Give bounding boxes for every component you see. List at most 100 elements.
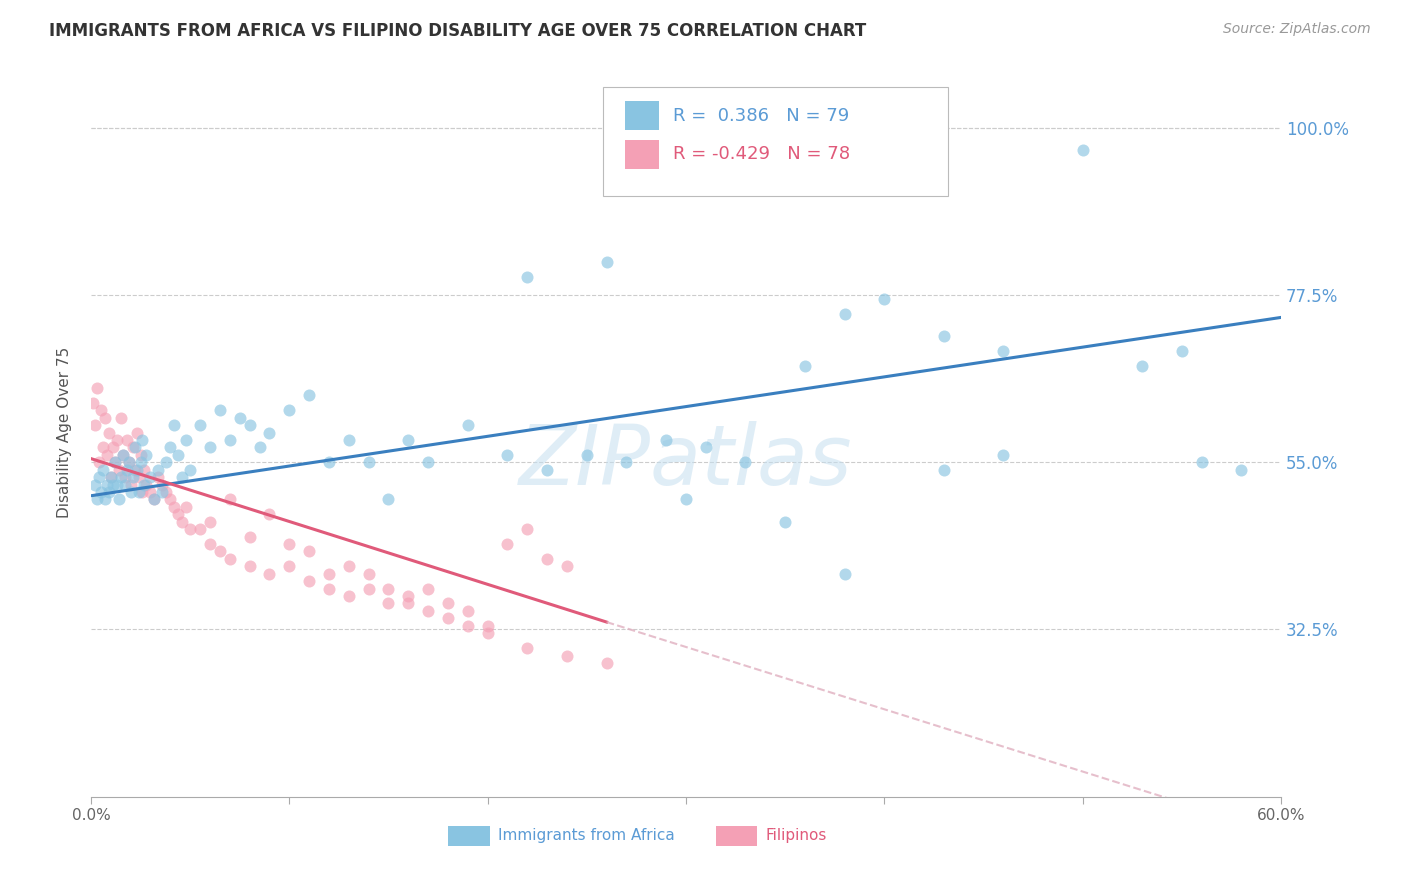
Point — [278, 403, 301, 417]
Text: R = -0.429   N = 78: R = -0.429 N = 78 — [673, 145, 851, 163]
Point — [150, 477, 173, 491]
Point — [932, 463, 955, 477]
Point — [94, 410, 117, 425]
Point — [82, 396, 104, 410]
FancyBboxPatch shape — [603, 87, 948, 196]
Point — [155, 455, 177, 469]
Point — [131, 433, 153, 447]
Point — [208, 544, 231, 558]
Point — [655, 433, 678, 447]
Point — [115, 463, 138, 477]
Point — [163, 418, 186, 433]
Text: Source: ZipAtlas.com: Source: ZipAtlas.com — [1223, 22, 1371, 37]
Point — [396, 597, 419, 611]
Point — [496, 448, 519, 462]
Point — [1071, 143, 1094, 157]
Point — [125, 463, 148, 477]
Point — [249, 441, 271, 455]
Point — [555, 559, 578, 574]
Point — [198, 441, 221, 455]
Point — [139, 470, 162, 484]
Point — [318, 566, 340, 581]
Point — [121, 470, 143, 484]
Point — [239, 530, 262, 544]
Point — [208, 403, 231, 417]
Point — [111, 448, 134, 462]
Point — [159, 441, 181, 455]
Point — [416, 455, 439, 469]
Point — [110, 470, 132, 484]
Point — [416, 582, 439, 596]
Point — [457, 418, 479, 433]
Point — [174, 500, 197, 514]
Point — [259, 566, 281, 581]
Point — [477, 619, 499, 633]
Point — [97, 485, 120, 500]
Point — [172, 470, 194, 484]
Text: ZIPatlas: ZIPatlas — [519, 421, 853, 502]
Point — [120, 477, 142, 491]
Point — [174, 433, 197, 447]
Point — [377, 597, 399, 611]
Point — [117, 455, 139, 469]
Point — [143, 492, 166, 507]
Point — [536, 463, 558, 477]
Point — [437, 611, 460, 625]
Point — [993, 343, 1015, 358]
Point — [239, 559, 262, 574]
Point — [198, 515, 221, 529]
Point — [128, 470, 150, 484]
Point — [575, 448, 598, 462]
Point — [131, 485, 153, 500]
Point — [107, 463, 129, 477]
Point — [125, 425, 148, 440]
Point — [105, 433, 128, 447]
Point — [298, 388, 321, 402]
Point — [239, 418, 262, 433]
Point — [100, 470, 122, 484]
Point — [1171, 343, 1194, 358]
Point — [516, 269, 538, 284]
Point — [135, 477, 157, 491]
Point — [134, 477, 156, 491]
Point — [155, 485, 177, 500]
Text: R =  0.386   N = 79: R = 0.386 N = 79 — [673, 107, 849, 125]
Point — [516, 641, 538, 656]
Point — [101, 441, 124, 455]
Point — [734, 455, 756, 469]
Point — [115, 433, 138, 447]
Text: Filipinos: Filipinos — [766, 829, 827, 844]
Point — [457, 604, 479, 618]
Point — [111, 448, 134, 462]
Point — [150, 485, 173, 500]
Point — [595, 254, 617, 268]
Point — [148, 470, 170, 484]
Point — [91, 441, 114, 455]
Point — [259, 508, 281, 522]
Point — [83, 477, 105, 491]
Point — [278, 537, 301, 551]
Point — [298, 574, 321, 589]
Point — [135, 448, 157, 462]
Point — [128, 485, 150, 500]
Point — [555, 648, 578, 663]
Point — [101, 477, 124, 491]
Point — [163, 500, 186, 514]
Point — [794, 359, 817, 373]
Point — [337, 559, 360, 574]
Point — [124, 463, 146, 477]
Point — [87, 455, 110, 469]
Point — [357, 582, 380, 596]
Point — [1191, 455, 1213, 469]
Point — [932, 329, 955, 343]
Point — [86, 492, 108, 507]
Point — [100, 470, 122, 484]
Point — [167, 508, 190, 522]
Point — [96, 477, 118, 491]
Point — [179, 522, 201, 536]
Point — [96, 448, 118, 462]
Point — [104, 455, 127, 469]
Bar — [626, 102, 658, 130]
Point — [97, 425, 120, 440]
Point — [87, 470, 110, 484]
